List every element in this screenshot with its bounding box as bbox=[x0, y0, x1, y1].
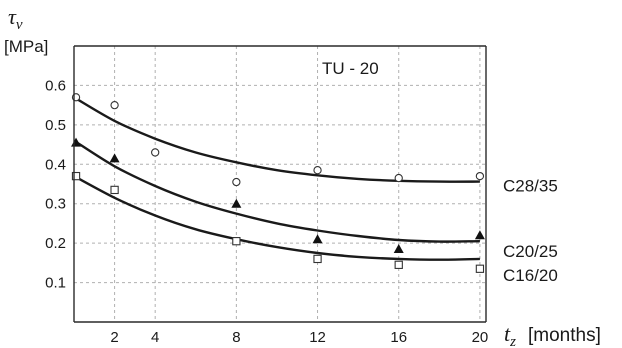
y-tick-label-5: 0.6 bbox=[45, 77, 66, 94]
x-tick-label-2: 8 bbox=[232, 329, 240, 346]
data-point-2-4 bbox=[394, 260, 403, 269]
fit-curve-0 bbox=[73, 96, 480, 183]
x-tick-label-4: 16 bbox=[390, 329, 407, 346]
series-labels: C28/35 C20/25 C16/20 bbox=[503, 177, 558, 285]
y-tick-label-0: 0.1 bbox=[45, 275, 66, 292]
series-label-0: C28/35 bbox=[503, 177, 558, 196]
series-label-2: C16/20 bbox=[503, 266, 558, 285]
y-axis-symbol-main: τ bbox=[8, 4, 17, 29]
tick-labels: 2 4 8 12 16 20 0.1 0.2 0.3 0.4 0.5 0.6 bbox=[45, 77, 488, 346]
data-point-2-1 bbox=[110, 185, 119, 195]
x-axis-symbol-sub: z bbox=[509, 334, 516, 348]
y-tick-label-3: 0.4 bbox=[45, 156, 66, 173]
data-point-0-2 bbox=[151, 148, 160, 157]
x-axis-symbol: tz bbox=[504, 321, 516, 348]
x-axis-symbol-main: t bbox=[504, 321, 511, 346]
data-point-1-2 bbox=[231, 198, 242, 208]
grid-lines bbox=[74, 46, 486, 322]
data-point-0-6 bbox=[475, 171, 485, 181]
data-point-2-5 bbox=[475, 264, 485, 273]
data-point-1-4 bbox=[393, 244, 404, 254]
data-point-1-5 bbox=[474, 230, 485, 240]
y-axis-unit: [MPa] bbox=[4, 37, 48, 56]
data-point-1-0 bbox=[71, 137, 82, 147]
data-point-0-3 bbox=[232, 177, 241, 187]
data-markers bbox=[71, 93, 485, 273]
data-point-1-3 bbox=[312, 234, 323, 244]
x-axis-unit: [months] bbox=[528, 325, 601, 346]
data-point-2-2 bbox=[232, 237, 241, 246]
y-axis-symbol: τv bbox=[8, 4, 23, 33]
y-tick-label-4: 0.5 bbox=[45, 117, 66, 134]
x-tick-label-1: 4 bbox=[151, 329, 159, 346]
chart-title: TU - 20 bbox=[322, 59, 379, 78]
data-point-1-1 bbox=[109, 153, 120, 163]
data-point-0-5 bbox=[394, 173, 403, 183]
data-point-2-3 bbox=[313, 254, 322, 264]
y-tick-label-2: 0.3 bbox=[45, 196, 66, 213]
data-point-2-0 bbox=[71, 171, 81, 181]
fit-curve-2 bbox=[73, 175, 480, 261]
fit-curves bbox=[73, 96, 480, 261]
x-tick-label-5: 20 bbox=[472, 329, 489, 346]
y-tick-label-1: 0.2 bbox=[45, 235, 66, 252]
x-tick-label-3: 12 bbox=[309, 329, 326, 346]
x-tick-label-0: 2 bbox=[110, 329, 118, 346]
y-axis-symbol-sub: v bbox=[16, 17, 23, 33]
data-point-0-1 bbox=[110, 100, 119, 110]
fit-curve-1 bbox=[73, 139, 480, 243]
series-label-1: C20/25 bbox=[503, 242, 558, 261]
axes bbox=[73, 45, 487, 323]
data-point-0-4 bbox=[313, 166, 322, 175]
